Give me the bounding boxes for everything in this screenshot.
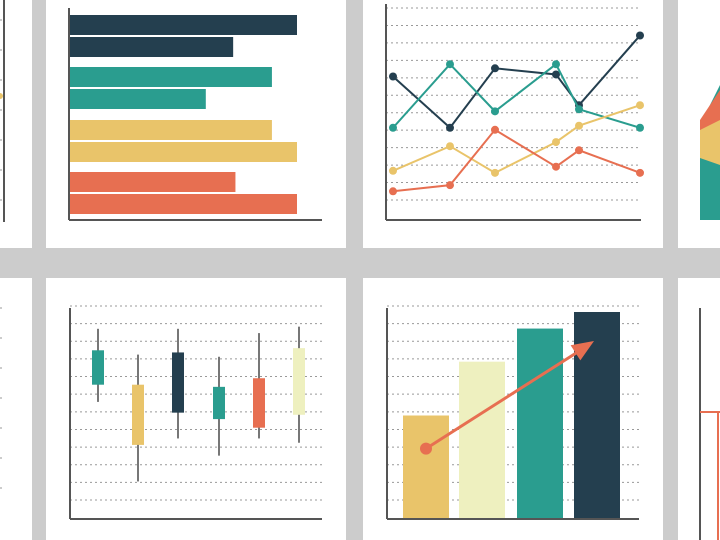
data-point — [446, 181, 454, 190]
data-point — [552, 70, 560, 79]
line-chart — [385, 4, 644, 221]
trend-arrow-start — [420, 442, 432, 455]
series-line — [392, 34, 641, 130]
candle-body — [172, 352, 184, 413]
panel-partial-left-top — [0, 0, 32, 248]
data-point — [491, 125, 499, 134]
bar — [69, 89, 206, 109]
bar — [403, 415, 449, 519]
data-point — [636, 101, 644, 110]
candle-body — [293, 348, 305, 415]
data-point — [636, 123, 644, 132]
data-point — [575, 121, 583, 130]
bar — [69, 37, 234, 57]
data-point — [575, 146, 583, 155]
candle-body — [132, 384, 144, 445]
bar — [69, 172, 236, 192]
bar — [517, 328, 563, 519]
partial-right-bottom-chart — [699, 308, 720, 540]
data-point — [575, 105, 583, 114]
candle-body — [92, 350, 104, 385]
candlestick-chart — [69, 305, 322, 520]
gridlines — [0, 307, 4, 489]
data-point — [636, 168, 644, 177]
partial-data-point — [0, 93, 3, 99]
partial-right-top-chart — [700, 85, 720, 220]
data-point — [446, 142, 454, 151]
series-line — [392, 128, 641, 193]
vertical-bar-chart — [386, 305, 639, 520]
data-point — [389, 166, 397, 175]
data-point — [491, 64, 499, 73]
data-point — [389, 72, 397, 81]
panel-vertical-bar-chart — [363, 278, 663, 540]
data-point — [491, 107, 499, 116]
series-line — [392, 62, 641, 129]
horizontal-bar-chart — [68, 8, 322, 221]
panel-line-chart — [363, 0, 663, 248]
data-point — [491, 168, 499, 177]
trend-arrow-line — [425, 346, 585, 450]
bar — [69, 120, 272, 140]
partial-area-orange — [700, 90, 720, 130]
panel-partial-right-bottom — [678, 278, 720, 540]
trend-arrow-head — [570, 340, 594, 361]
candle-body — [213, 386, 225, 420]
data-point — [446, 123, 454, 132]
data-point — [636, 31, 644, 40]
data-point — [552, 138, 560, 147]
bar — [69, 194, 297, 214]
bar — [574, 312, 620, 519]
series-line — [392, 104, 641, 174]
partial-left-bottom-chart — [0, 307, 4, 489]
data-point — [389, 123, 397, 132]
data-point — [552, 60, 560, 69]
data-point — [389, 187, 397, 196]
bar — [69, 15, 297, 35]
bar — [69, 142, 297, 162]
bar — [69, 67, 272, 87]
bar — [459, 361, 505, 519]
panel-partial-right-top — [678, 0, 720, 248]
data-point — [552, 162, 560, 171]
partial-left-top-chart — [0, 0, 5, 222]
data-point — [446, 60, 454, 69]
gridlines — [70, 305, 322, 501]
candle-body — [253, 378, 265, 428]
panel-partial-left-bottom — [0, 278, 32, 540]
panel-horizontal-bar-chart — [46, 0, 346, 248]
panel-candlestick-chart — [46, 278, 346, 540]
